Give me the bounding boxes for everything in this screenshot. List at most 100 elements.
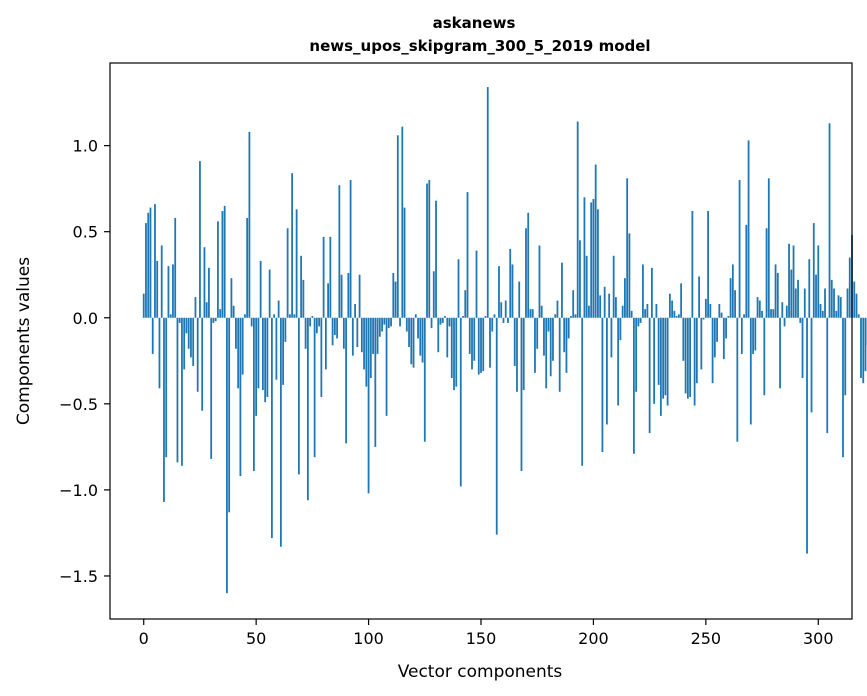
bar [203,247,206,318]
bar [826,317,829,434]
bar [588,305,590,318]
bar [731,264,734,318]
bar [183,317,186,370]
bar [253,317,255,471]
bar [275,317,278,380]
bar [315,317,318,334]
bar [351,317,354,356]
bar [318,317,321,327]
bar [491,317,494,332]
chart-subtitle: news_upos_skipgram_300_5_2019 model [309,37,650,55]
bar [797,279,799,318]
bar [738,180,741,318]
bar [286,228,289,318]
bar [313,317,316,458]
chart-title: askanews [433,14,516,32]
bar [592,198,595,318]
bar [448,317,451,327]
bar [522,317,525,391]
bar [684,317,687,394]
bar [853,281,856,318]
bar [196,317,199,392]
bar [531,309,534,318]
bar [725,317,727,339]
bar [457,259,460,318]
bar [808,259,811,318]
bar [765,228,768,318]
bar [790,269,793,318]
bar [205,302,208,318]
bar [358,274,361,318]
bar [806,317,808,554]
bar [239,317,242,477]
bar [295,209,298,318]
bar [311,316,314,318]
bar [228,317,231,513]
bar [408,317,410,348]
bar [142,293,145,318]
bar [700,317,703,370]
bar [597,209,599,318]
bar [547,317,550,332]
bar [214,317,217,322]
bar [192,317,195,366]
bar [181,317,183,466]
bar [381,317,383,332]
bar [540,305,543,318]
bar [608,293,611,318]
bar [567,317,570,339]
bar [288,314,291,318]
bar [432,271,435,318]
bar [147,212,150,318]
bar [695,317,698,384]
bar [801,317,804,379]
bar [552,317,554,361]
bar [693,317,696,406]
bar [273,314,276,318]
bar [360,317,363,353]
bar [837,295,840,318]
bar [525,228,527,318]
bar [619,317,622,341]
bar [502,317,505,323]
bar [794,288,797,318]
bar [324,317,327,370]
bar [412,317,415,368]
bar [302,279,305,318]
bar [610,317,613,358]
bar [500,302,503,318]
bar [338,185,341,318]
bar [374,317,377,447]
bar [626,178,629,318]
bar [300,255,303,318]
bar [529,309,532,318]
bar [783,317,786,327]
bar [644,309,647,318]
bar [691,211,694,318]
bar [333,317,336,335]
bar [154,204,156,318]
bar [612,255,615,318]
bar [268,269,271,318]
bar [176,317,179,463]
bar [864,317,867,372]
x-tick-label: 250 [691,629,722,648]
bar [599,295,602,318]
bar [226,317,228,594]
bar [770,309,772,318]
bar [743,314,745,318]
bar [563,317,566,353]
bar [493,314,496,318]
bar [450,317,453,379]
bar [345,317,347,444]
bar [581,317,584,466]
bar [304,317,307,349]
bar [615,297,617,318]
bar [466,192,469,318]
y-tick-label: 1.0 [73,137,98,156]
bar [446,317,449,358]
bar [430,317,433,329]
bar [201,317,204,411]
y-tick-label: −0.5 [59,395,98,414]
bar [145,223,147,318]
